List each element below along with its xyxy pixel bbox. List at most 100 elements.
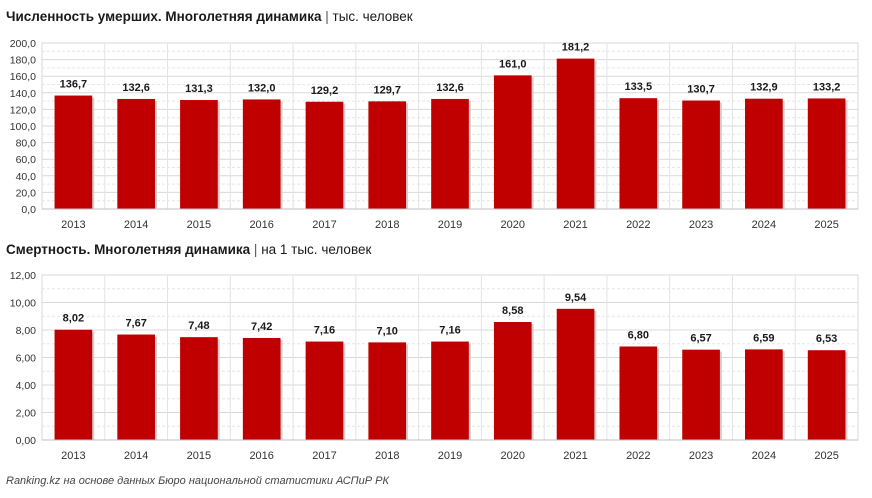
c2-bar — [305, 341, 344, 440]
c2-bar — [368, 342, 407, 440]
c2-xtick-label: 2016 — [249, 450, 273, 462]
c1-data-label: 132,6 — [436, 82, 464, 94]
c2-data-label: 6,53 — [816, 333, 837, 345]
chart-1-title-unit: тыс. человек — [332, 9, 413, 24]
c2-bar — [54, 329, 93, 440]
c1-xtick-label: 2022 — [626, 219, 650, 231]
c2-data-label: 6,80 — [628, 330, 649, 342]
c1-data-label: 129,2 — [311, 85, 339, 97]
c2-xtick-label: 2025 — [814, 450, 838, 462]
c1-ytick-label: 180,0 — [10, 55, 36, 67]
chart-1-title-separator: | — [325, 9, 329, 24]
c1-ytick-label: 20,0 — [16, 187, 37, 199]
c1-data-label: 133,5 — [625, 81, 653, 93]
c2-bar — [117, 334, 155, 440]
c1-bar — [619, 98, 658, 209]
c2-bar — [745, 349, 783, 440]
chart-2-title-main: Смертность. Многолетняя динамика — [6, 242, 251, 257]
c2-data-label: 7,48 — [188, 320, 209, 332]
c1-bar — [305, 101, 344, 209]
c2-ytick-label: 0,00 — [16, 435, 37, 447]
chart-1-title-main: Численность умерших. Многолетняя динамик… — [6, 9, 322, 24]
c1-xtick-label: 2025 — [814, 219, 838, 231]
chart-1-title: Численность умерших. Многолетняя динамик… — [6, 9, 413, 24]
c1-bar — [682, 100, 720, 209]
c1-data-label: 161,0 — [499, 58, 527, 70]
c1-xtick-label: 2016 — [249, 219, 273, 231]
c2-ytick-label: 2,00 — [16, 408, 37, 420]
c2-bar — [619, 346, 658, 440]
c2-bar — [556, 308, 595, 440]
c1-bar — [368, 101, 407, 209]
c1-bar — [807, 98, 846, 209]
c1-xtick-label: 2020 — [501, 219, 525, 231]
c2-data-label: 7,42 — [251, 321, 272, 333]
c1-xtick-label: 2017 — [312, 219, 336, 231]
c1-bar — [431, 98, 469, 209]
c1-xtick-label: 2015 — [187, 219, 211, 231]
c2-bar — [180, 337, 218, 440]
c1-bar — [117, 98, 155, 209]
c1-xtick-label: 2013 — [61, 219, 85, 231]
c2-xtick-label: 2020 — [501, 450, 525, 462]
c2-ytick-label: 4,00 — [16, 380, 37, 392]
c2-bar — [807, 350, 846, 440]
c1-ytick-label: 160,0 — [10, 71, 36, 83]
c1-ytick-label: 200,0 — [10, 38, 36, 50]
c2-bar — [242, 337, 281, 440]
c1-data-label: 181,2 — [562, 42, 590, 54]
c2-data-label: 7,16 — [314, 325, 335, 337]
c1-ytick-label: 60,0 — [16, 154, 37, 166]
c2-xtick-label: 2022 — [626, 450, 650, 462]
c2-xtick-label: 2019 — [438, 450, 462, 462]
c2-data-label: 7,67 — [125, 318, 146, 330]
c1-xtick-label: 2014 — [124, 219, 148, 231]
c1-xtick-label: 2019 — [438, 219, 462, 231]
c1-data-label: 129,7 — [373, 84, 401, 96]
source-note: Ranking.kz на основе данных Бюро национа… — [6, 475, 389, 487]
c2-xtick-label: 2015 — [187, 450, 211, 462]
c1-xtick-label: 2023 — [689, 219, 713, 231]
c2-xtick-label: 2024 — [752, 450, 776, 462]
c1-ytick-label: 140,0 — [10, 88, 36, 100]
c2-data-label: 8,02 — [63, 313, 84, 325]
c2-xtick-label: 2013 — [61, 450, 85, 462]
chart-2-title: Смертность. Многолетняя динамика | на 1 … — [6, 242, 371, 257]
c2-ytick-label: 8,00 — [16, 325, 37, 337]
chart-2-title-separator: | — [253, 242, 258, 257]
c1-ytick-label: 80,0 — [16, 138, 37, 150]
c1-data-label: 132,0 — [248, 82, 276, 94]
c1-bar — [180, 100, 218, 209]
c2-data-label: 9,54 — [565, 292, 587, 304]
c1-data-label: 130,7 — [687, 84, 715, 96]
c1-xtick-label: 2024 — [752, 219, 776, 231]
c2-bar — [493, 322, 532, 440]
c1-bar — [745, 98, 783, 209]
c1-bar — [493, 75, 532, 210]
c1-ytick-label: 100,0 — [10, 121, 36, 133]
c2-bar — [682, 349, 720, 440]
c1-data-label: 131,3 — [185, 83, 213, 95]
c2-data-label: 7,10 — [377, 325, 398, 337]
c2-xtick-label: 2021 — [563, 450, 587, 462]
c2-data-label: 8,58 — [502, 305, 523, 317]
c1-bar — [242, 99, 281, 209]
c2-data-label: 7,16 — [439, 325, 460, 337]
c1-xtick-label: 2021 — [563, 219, 587, 231]
c1-data-label: 133,2 — [813, 81, 841, 93]
c2-ytick-label: 10,00 — [10, 298, 36, 310]
c2-ytick-label: 6,00 — [16, 353, 37, 365]
c2-ytick-label: 12,00 — [10, 270, 36, 282]
c2-xtick-label: 2014 — [124, 450, 148, 462]
c1-ytick-label: 120,0 — [10, 104, 36, 116]
c2-data-label: 6,59 — [753, 332, 774, 344]
c1-bar — [54, 95, 93, 209]
c1-ytick-label: 0,0 — [21, 204, 36, 216]
c1-data-label: 136,7 — [60, 79, 88, 91]
c2-data-label: 6,57 — [690, 333, 711, 345]
c2-xtick-label: 2017 — [312, 450, 336, 462]
c1-data-label: 132,9 — [750, 82, 778, 94]
chart-2-title-unit: на 1 тыс. человек — [261, 242, 372, 257]
